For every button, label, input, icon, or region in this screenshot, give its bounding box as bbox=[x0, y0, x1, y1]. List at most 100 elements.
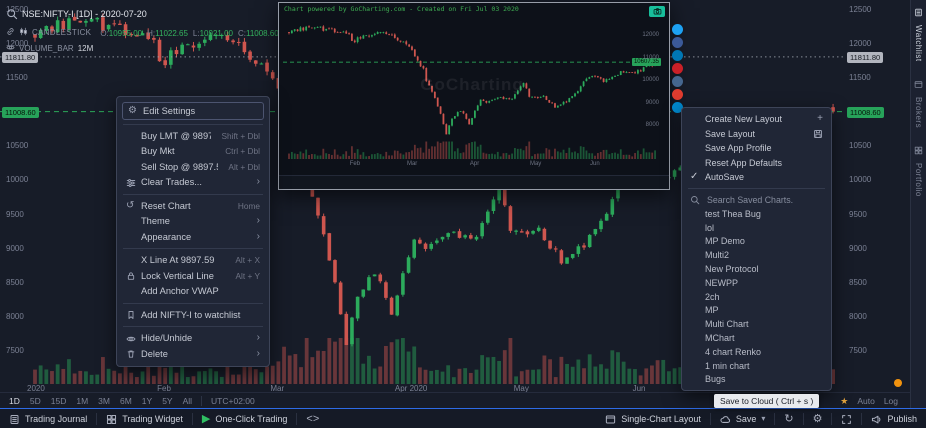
candlestick-icon bbox=[19, 23, 28, 41]
menu-shortcut: Shift + Dbl bbox=[221, 130, 260, 141]
ohlc-label: C: bbox=[237, 29, 246, 38]
menu-item-autosave[interactable]: ✓ AutoSave bbox=[682, 170, 831, 185]
menu-item-x-line-at-9897-59[interactable]: X Line At 9897.59 Alt + X bbox=[117, 253, 269, 269]
share-vk-button[interactable] bbox=[672, 76, 683, 87]
status-label: One-Click Trading bbox=[215, 414, 288, 424]
window-icon bbox=[605, 413, 616, 424]
menu-item-sell-stop-9897-59[interactable]: Sell Stop @ 9897.59 Alt + Dbl bbox=[117, 159, 269, 175]
popup-price-tick: 11000 bbox=[642, 54, 659, 61]
share-buttons bbox=[672, 24, 683, 113]
expand-button[interactable] bbox=[832, 409, 861, 428]
timezone-selector[interactable]: UTC+02:00 bbox=[211, 396, 255, 406]
auto-scale-toggle[interactable]: Auto bbox=[857, 396, 875, 406]
sidebar-tab-portfolio[interactable]: Portfolio bbox=[914, 142, 923, 197]
time-tick: Feb bbox=[157, 384, 171, 393]
range-1d[interactable]: 1D bbox=[9, 396, 20, 406]
menu-item-add-anchor-vwap[interactable]: Add Anchor VWAP bbox=[117, 284, 269, 300]
time-tick: May bbox=[513, 384, 529, 393]
menu-item-lock-vertical-line[interactable]: Lock Vertical Line Alt + Y bbox=[117, 268, 269, 284]
divider bbox=[802, 413, 804, 425]
saved-chart-item[interactable]: Multi2 bbox=[705, 250, 730, 261]
range-6m[interactable]: 6M bbox=[119, 396, 132, 406]
window-icon bbox=[914, 76, 923, 94]
menu-item-save-app-profile[interactable]: Save App Profile bbox=[682, 141, 831, 156]
gear-button[interactable]: ⚙ bbox=[804, 409, 832, 428]
range-1y[interactable]: 1Y bbox=[141, 396, 153, 406]
range-15d[interactable]: 15D bbox=[50, 396, 67, 406]
saved-chart-item[interactable]: MP Demo bbox=[705, 236, 745, 247]
saved-chart-item[interactable]: Bugs bbox=[705, 374, 726, 385]
menu-item-clear-trades[interactable]: Clear Trades... › bbox=[117, 175, 269, 191]
range-all[interactable]: All bbox=[182, 396, 193, 406]
price-tick: 10000 bbox=[849, 175, 872, 185]
saved-charts-search[interactable] bbox=[682, 193, 831, 208]
timeframe-bar: 1D 5D 15D 1M 3M 6M 1Y 5Y All UTC+02:00 ★ Auto Log bbox=[0, 392, 910, 409]
status-label: Single-Chart Layout bbox=[621, 414, 701, 424]
menu-item-reset-app-defaults[interactable]: Reset App Defaults bbox=[682, 156, 831, 171]
menu-item-appearance[interactable]: Appearance › bbox=[117, 229, 269, 245]
saved-chart-item[interactable]: 1 min chart bbox=[705, 360, 750, 371]
menu-divider bbox=[688, 188, 825, 189]
share-telegram-button[interactable] bbox=[672, 102, 683, 113]
saved-charts-search-input[interactable] bbox=[705, 193, 821, 206]
eye-icon[interactable] bbox=[6, 39, 15, 57]
status-label: Publish bbox=[887, 414, 917, 424]
menu-item-edit-settings[interactable]: ⚙ Edit Settings bbox=[122, 102, 264, 120]
saved-chart-item[interactable]: test Thea Bug bbox=[705, 208, 761, 219]
one-click-trading-button[interactable]: ▶ One-Click Trading bbox=[193, 409, 297, 428]
time-tick: 2020 bbox=[27, 384, 45, 393]
saved-chart-item[interactable]: MP bbox=[705, 305, 719, 316]
menu-item-theme[interactable]: Theme › bbox=[117, 214, 269, 230]
ohlc-label: H: bbox=[147, 29, 156, 38]
eye-icon bbox=[126, 333, 136, 344]
single-chart-layout-button[interactable]: Single-Chart Layout bbox=[596, 409, 710, 428]
sidebar-tab-watchlist[interactable]: Watchlist bbox=[914, 4, 923, 62]
log-scale-toggle[interactable]: Log bbox=[883, 396, 898, 406]
saved-chart-item[interactable]: MChart bbox=[705, 333, 735, 344]
price-line-label: 11811.80 bbox=[2, 51, 39, 63]
menu-item-create-new-layout[interactable]: Create New Layout + bbox=[682, 112, 831, 127]
menu-item-save-layout[interactable]: Save Layout bbox=[682, 127, 831, 142]
share-linkedin-button[interactable] bbox=[672, 50, 683, 61]
sidebar-tab-brokers[interactable]: Brokers bbox=[914, 76, 923, 128]
saved-chart-item[interactable]: Multi Chart bbox=[705, 319, 749, 330]
favorite-star-icon[interactable]: ★ bbox=[840, 395, 849, 406]
refresh-button[interactable]: ↻ bbox=[775, 409, 802, 428]
share-pinterest-button[interactable] bbox=[672, 63, 683, 74]
grid4-icon bbox=[106, 413, 117, 424]
menu-item-add-nifty-i-to-watchlist[interactable]: Add NIFTY-I to watchlist bbox=[117, 307, 269, 323]
publish-button[interactable]: Publish bbox=[862, 409, 926, 428]
trading-journal-button[interactable]: Trading Journal bbox=[0, 409, 96, 428]
saved-chart-item[interactable]: NEWPP bbox=[705, 277, 739, 288]
price-tick: 8000 bbox=[6, 311, 24, 321]
link-icon[interactable] bbox=[6, 23, 15, 41]
popup-time-tick: Jun bbox=[590, 161, 600, 167]
copy-image-button[interactable] bbox=[649, 6, 665, 17]
range-5d[interactable]: 5D bbox=[29, 396, 41, 406]
menu-item-reset-chart[interactable]: ↺ Reset Chart Home bbox=[117, 198, 269, 214]
saved-chart-item[interactable]: 2ch bbox=[705, 291, 720, 302]
share-facebook-button[interactable] bbox=[672, 37, 683, 48]
divider bbox=[831, 413, 833, 425]
menu-item-delete[interactable]: Delete › bbox=[117, 346, 269, 362]
trading-widget-button[interactable]: Trading Widget bbox=[97, 409, 192, 428]
symbol-search-icon[interactable] bbox=[6, 5, 18, 23]
caret-down-icon: ▾ bbox=[761, 414, 766, 423]
ohlc-value: 10921.00 bbox=[199, 29, 233, 38]
share-reddit-button[interactable] bbox=[672, 89, 683, 100]
range-3m[interactable]: 3M bbox=[98, 396, 110, 406]
menu-item-buy-mkt[interactable]: Buy Mkt Ctrl + Dbl bbox=[117, 144, 269, 160]
symbol-title[interactable]: NSE:NIFTY-I [1D] - 2020-07-20 bbox=[22, 9, 147, 19]
menu-item-buy-lmt-9897-59[interactable]: Buy LMT @ 9897.59 Shift + Dbl bbox=[117, 128, 269, 144]
saved-chart-item[interactable]: 4 chart Renko bbox=[705, 346, 762, 357]
menu-item-hide-unhide[interactable]: Hide/Unhide › bbox=[117, 331, 269, 347]
check-icon: ✓ bbox=[690, 171, 699, 183]
save-button[interactable]: Save ▾ bbox=[711, 409, 775, 428]
saved-chart-item[interactable]: lol bbox=[705, 222, 715, 233]
share-twitter-button[interactable] bbox=[672, 24, 683, 35]
code-button[interactable]: <> bbox=[297, 409, 328, 428]
saved-chart-item[interactable]: New Protocol bbox=[705, 264, 759, 275]
range-5y[interactable]: 5Y bbox=[162, 396, 173, 406]
range-1m[interactable]: 1M bbox=[76, 396, 89, 406]
price-tick: 12000 bbox=[6, 38, 29, 48]
